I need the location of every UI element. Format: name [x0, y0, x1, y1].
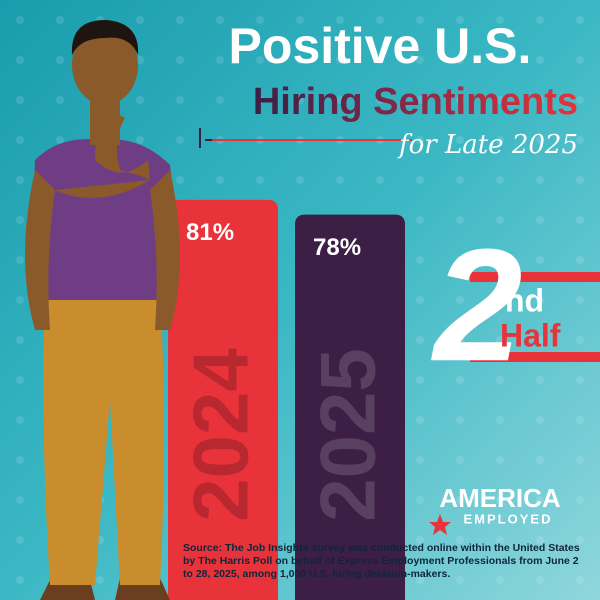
- bar: [168, 199, 278, 600]
- logo-bottom: EMPLOYED: [464, 511, 553, 526]
- chart-subtitle: Hiring Sentiments: [253, 81, 578, 123]
- annotation: for Late 2025: [397, 130, 578, 160]
- bar: [295, 214, 405, 600]
- chart-title: Positive U.S.: [229, 18, 532, 74]
- bar-category-label: 2024: [177, 348, 265, 522]
- badge-number: 2: [431, 215, 523, 394]
- badge-stripe: [470, 352, 600, 362]
- value-label: 78%: [313, 234, 361, 261]
- person-illustration: [25, 20, 180, 600]
- bar-category-label: 2025: [304, 348, 392, 522]
- badge-suffix: nd: [505, 282, 544, 318]
- source-note: Source: The Job Insights survey was cond…: [183, 542, 580, 580]
- badge-stripe: [470, 272, 600, 282]
- value-label: 81%: [186, 219, 234, 246]
- logo-top: AMERICA: [439, 483, 561, 513]
- logo-star: [429, 514, 451, 535]
- bars: 2024 81% 2025 78%: [168, 199, 405, 600]
- badge-word: Half: [500, 317, 561, 353]
